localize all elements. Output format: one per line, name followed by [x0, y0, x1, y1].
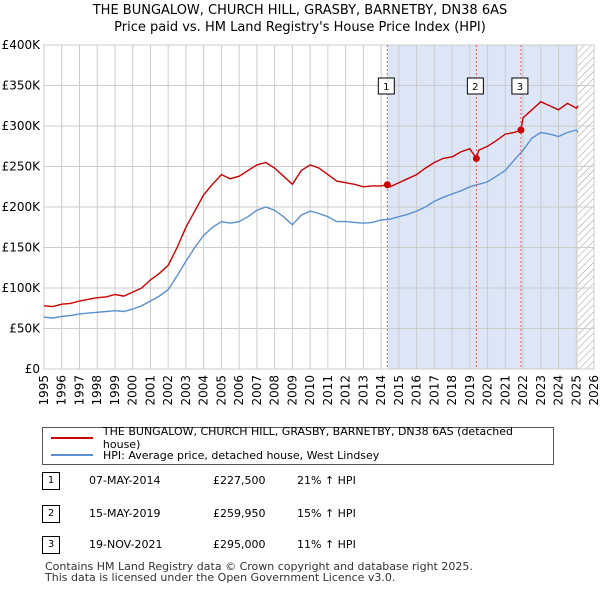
- chart-title-line1: THE BUNGALOW, CHURCH HILL, GRASBY, BARNE…: [92, 3, 508, 18]
- sale-marker-label: 1: [383, 82, 389, 93]
- transaction-hpi-delta: 21% ↑ HPI: [297, 474, 356, 487]
- sale-marker-label: 3: [517, 82, 523, 93]
- transaction-price: £259,950: [213, 507, 266, 520]
- x-tick-label: 2005: [214, 375, 228, 406]
- legend-property-label: THE BUNGALOW, CHURCH HILL, GRASBY, BARNE…: [102, 425, 514, 451]
- transaction-price: £227,500: [213, 474, 266, 487]
- sale-point: [472, 154, 480, 162]
- chart-title-line2: Price paid vs. HM Land Registry's House …: [114, 20, 486, 35]
- x-tick-label: 2018: [445, 375, 459, 406]
- sale-marker-box: [511, 77, 529, 95]
- sale-marker-box: [377, 77, 395, 95]
- transaction-price: £295,000: [213, 538, 266, 551]
- x-tick-label: 2011: [321, 375, 335, 406]
- x-tick-label: 2020: [481, 375, 495, 406]
- legend-hpi-swatch: [51, 454, 93, 456]
- x-tick-label: 2010: [303, 375, 317, 406]
- x-tick-label: 2007: [250, 375, 264, 406]
- transaction-hpi-delta: 15% ↑ HPI: [297, 507, 356, 520]
- y-tick-label: £0: [25, 362, 40, 376]
- x-tick-label: 2016: [410, 375, 424, 406]
- y-tick-label: £250K: [2, 160, 42, 174]
- x-tick-label: 2006: [232, 375, 246, 406]
- transaction-date: 19-NOV-2021: [89, 538, 163, 551]
- y-tick-label: £50K: [9, 322, 41, 336]
- transaction-hpi-delta: 11% ↑ HPI: [297, 538, 356, 551]
- x-tick-label: 2014: [374, 375, 388, 406]
- x-tick-label: 2000: [126, 375, 140, 406]
- x-tick-label: 2026: [587, 375, 600, 406]
- y-tick-label: £200K: [2, 200, 42, 214]
- sale-point: [383, 181, 391, 189]
- x-tick-label: 2008: [268, 375, 282, 406]
- x-tick-label: 2013: [356, 375, 370, 406]
- legend-property-swatch: [51, 437, 93, 439]
- x-tick-label: 2025: [569, 375, 583, 406]
- sale-marker-label: 2: [472, 82, 478, 93]
- transaction-number: 2: [42, 505, 60, 523]
- transaction-number: 1: [42, 472, 60, 490]
- x-tick-label: 1997: [72, 375, 86, 406]
- x-tick-label: 2003: [179, 375, 193, 406]
- x-tick-label: 2001: [143, 375, 157, 406]
- y-tick-label: £100K: [2, 281, 42, 295]
- x-tick-label: 2002: [161, 375, 175, 406]
- transaction-number: 3: [42, 536, 60, 554]
- footer: Contains HM Land Registry data © Crown c…: [45, 561, 473, 583]
- legend: THE BUNGALOW, CHURCH HILL, GRASBY, BARNE…: [42, 425, 554, 465]
- x-tick-label: 2022: [516, 375, 530, 406]
- x-tick-label: 1998: [90, 375, 104, 406]
- y-tick-label: £350K: [2, 79, 42, 93]
- transaction-row: 1 07-MAY-2014 £227,500 21% ↑ HPI: [42, 472, 562, 492]
- legend-item-property: THE BUNGALOW, CHURCH HILL, GRASBY, BARNE…: [51, 425, 553, 451]
- x-tick-label: 2024: [552, 375, 566, 406]
- x-tick-label: 2004: [197, 375, 211, 406]
- x-tick-label: 2012: [339, 375, 353, 406]
- hpi-line: [43, 129, 579, 319]
- x-tick-label: 2023: [534, 375, 548, 406]
- x-tick-label: 2021: [498, 375, 512, 406]
- transaction-row: 3 19-NOV-2021 £295,000 11% ↑ HPI: [42, 536, 562, 556]
- legend-item-hpi: HPI: Average price, detached house, West…: [51, 448, 379, 462]
- sale-marker-box: [466, 77, 484, 95]
- x-tick-label: 1995: [37, 375, 51, 406]
- x-tick-label: 2015: [392, 375, 406, 406]
- x-tick-label: 1999: [108, 375, 122, 406]
- x-tick-label: 1996: [55, 375, 69, 406]
- property-price-line: [43, 100, 579, 308]
- legend-hpi-label: HPI: Average price, detached house, West…: [103, 448, 380, 462]
- y-tick-label: £300K: [2, 119, 42, 133]
- transaction-date: 15-MAY-2019: [89, 507, 161, 520]
- y-tick-label: £150K: [2, 241, 42, 255]
- x-tick-label: 2017: [427, 375, 441, 406]
- sale-point: [517, 126, 525, 134]
- footer-line2: This data is licensed under the Open Gov…: [45, 571, 396, 584]
- footer-line1: Contains HM Land Registry data © Crown c…: [45, 560, 473, 573]
- y-tick-label: £400K: [2, 38, 42, 52]
- transaction-row: 2 15-MAY-2019 £259,950 15% ↑ HPI: [42, 505, 562, 525]
- x-tick-label: 2009: [285, 375, 299, 406]
- x-tick-label: 2019: [463, 375, 477, 406]
- transaction-date: 07-MAY-2014: [89, 474, 161, 487]
